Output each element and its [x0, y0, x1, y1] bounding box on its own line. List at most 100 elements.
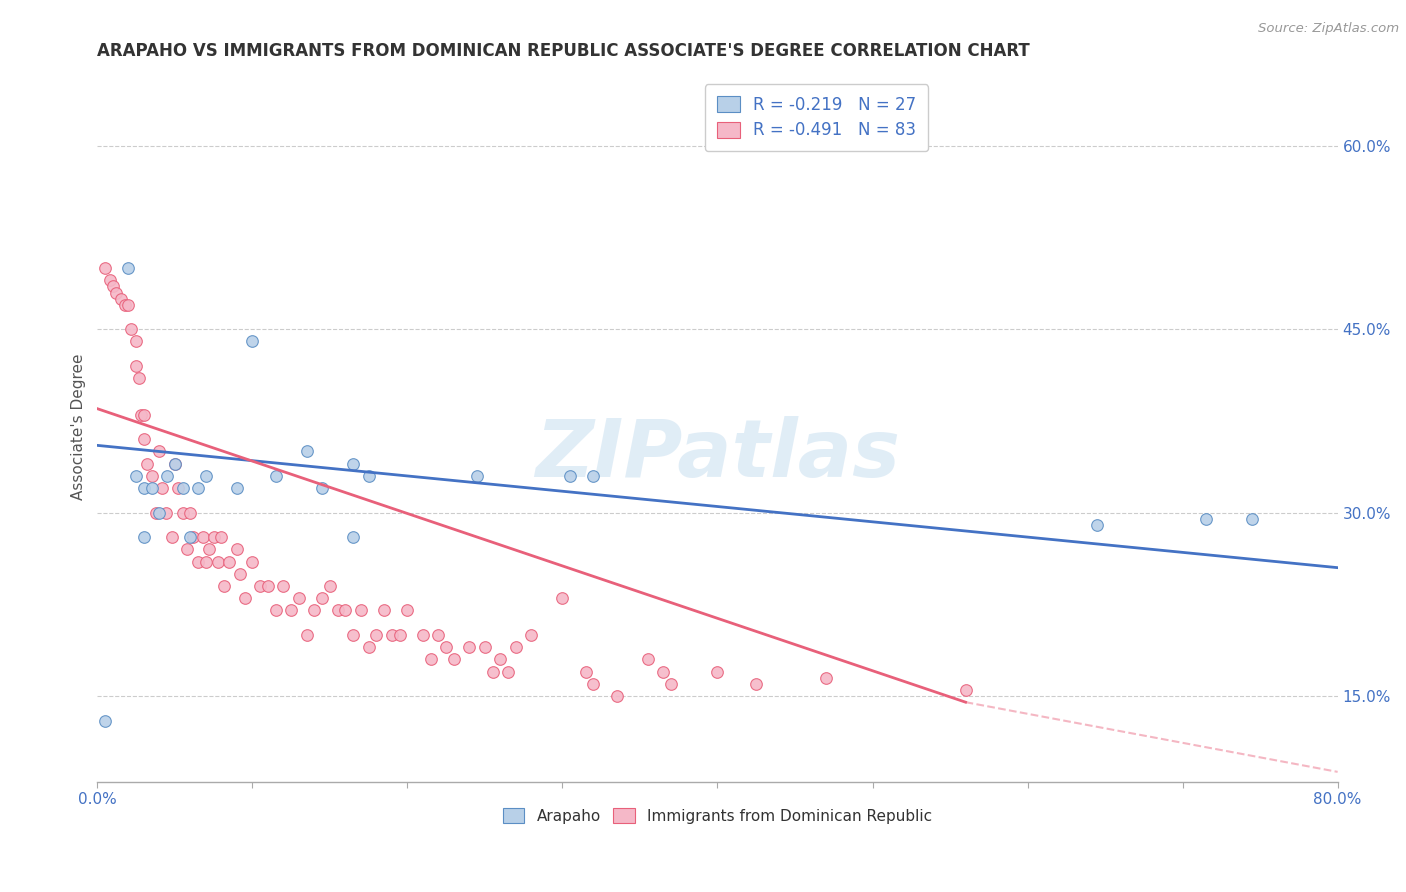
Point [357, 469, 380, 483]
Point [1085, 517, 1108, 532]
Point [242, 334, 264, 349]
Point [288, 591, 311, 606]
Point [194, 555, 217, 569]
Point [148, 506, 170, 520]
Point [257, 579, 280, 593]
Point [481, 665, 503, 679]
Point [183, 530, 205, 544]
Point [434, 640, 457, 655]
Point [606, 689, 628, 703]
Point [187, 481, 209, 495]
Point [225, 542, 247, 557]
Point [342, 530, 364, 544]
Point [141, 481, 163, 495]
Point [280, 603, 302, 617]
Point [207, 555, 229, 569]
Point [575, 665, 598, 679]
Point [156, 469, 179, 483]
Point [264, 603, 287, 617]
Point [458, 640, 481, 655]
Point [419, 652, 441, 666]
Point [1241, 512, 1264, 526]
Point [366, 628, 388, 642]
Point [132, 408, 155, 422]
Point [249, 579, 271, 593]
Point [128, 371, 150, 385]
Point [179, 506, 201, 520]
Point [706, 665, 728, 679]
Point [117, 261, 139, 276]
Point [242, 555, 264, 569]
Point [474, 640, 496, 655]
Point [396, 603, 419, 617]
Point [172, 506, 194, 520]
Point [155, 506, 177, 520]
Point [357, 640, 380, 655]
Point [233, 591, 256, 606]
Point [225, 481, 247, 495]
Point [496, 665, 519, 679]
Point [273, 579, 295, 593]
Point [129, 408, 152, 422]
Point [560, 469, 582, 483]
Point [295, 444, 318, 458]
Point [172, 481, 194, 495]
Point [94, 261, 117, 276]
Point [582, 677, 605, 691]
Point [350, 603, 373, 617]
Point [381, 628, 404, 642]
Point [163, 457, 186, 471]
Point [198, 542, 221, 557]
Point [659, 677, 682, 691]
Point [335, 603, 357, 617]
Point [148, 444, 170, 458]
Point [955, 682, 977, 697]
Point [120, 322, 142, 336]
Point [505, 640, 527, 655]
Point [264, 469, 287, 483]
Point [163, 457, 186, 471]
Point [125, 359, 148, 373]
Point [814, 671, 837, 685]
Point [342, 628, 364, 642]
Point [443, 652, 465, 666]
Point [132, 481, 155, 495]
Point [209, 530, 232, 544]
Y-axis label: Associate's Degree: Associate's Degree [72, 354, 86, 500]
Point [427, 628, 450, 642]
Point [326, 603, 349, 617]
Point [101, 279, 124, 293]
Point [94, 714, 117, 728]
Point [551, 591, 574, 606]
Point [191, 530, 214, 544]
Point [187, 555, 209, 569]
Point [745, 677, 768, 691]
Point [520, 628, 543, 642]
Point [141, 469, 163, 483]
Point [214, 579, 236, 593]
Text: Source: ZipAtlas.com: Source: ZipAtlas.com [1258, 22, 1399, 36]
Point [229, 566, 252, 581]
Point [311, 591, 333, 606]
Point [373, 603, 395, 617]
Point [152, 481, 174, 495]
Point [582, 469, 605, 483]
Point [125, 334, 148, 349]
Point [98, 273, 121, 287]
Point [202, 530, 225, 544]
Text: ARAPAHO VS IMMIGRANTS FROM DOMINICAN REPUBLIC ASSOCIATE'S DEGREE CORRELATION CHA: ARAPAHO VS IMMIGRANTS FROM DOMINICAN REP… [97, 42, 1031, 60]
Point [1195, 512, 1218, 526]
Point [179, 530, 201, 544]
Point [412, 628, 434, 642]
Point [194, 469, 217, 483]
Point [652, 665, 675, 679]
Point [167, 481, 190, 495]
Point [295, 628, 318, 642]
Point [117, 298, 139, 312]
Point [110, 292, 132, 306]
Point [465, 469, 488, 483]
Point [136, 457, 159, 471]
Point [637, 652, 659, 666]
Point [304, 603, 326, 617]
Point [160, 530, 183, 544]
